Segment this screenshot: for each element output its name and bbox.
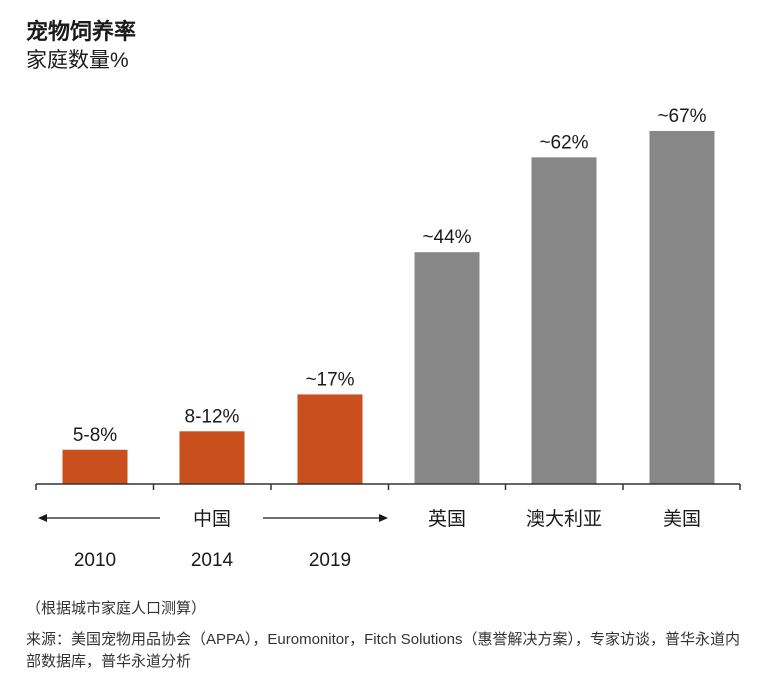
bar-2014 (179, 431, 245, 484)
tick-label-2014: 2014 (191, 550, 234, 571)
tick-label-澳大利亚: 澳大利亚 (526, 508, 602, 530)
bar-2019 (297, 394, 363, 484)
data-label-2014: 8-12% (185, 406, 240, 427)
chart-title: 宠物饲养率 (26, 19, 137, 44)
tick-label-美国: 美国 (663, 508, 701, 530)
data-label-2010: 5-8% (73, 425, 117, 446)
data-label-澳大利亚: ~62% (539, 132, 588, 153)
tick-label-英国: 英国 (428, 508, 466, 530)
tick-label-2019: 2019 (309, 550, 351, 571)
bar-chart: 5-8% 8-12% ~17% ~44% ~62% ~67% 中国 2010 2014 2019 英… (35, 106, 741, 571)
data-label-美国: ~67% (657, 106, 706, 127)
right-arrow-head (379, 514, 388, 522)
chart-subtitle: 家庭数量% (26, 49, 129, 72)
data-label-2019: ~17% (305, 369, 354, 390)
bar-澳大利亚 (531, 157, 597, 485)
source-note: 来源：美国宠物用品协会（APPA），Euromonitor，Fitch Solu… (26, 631, 740, 670)
tick-label-2010: 2010 (74, 550, 116, 571)
bar-英国 (414, 252, 480, 484)
left-arrow-head (38, 514, 47, 522)
bar-2010 (62, 449, 128, 484)
bar-美国 (649, 131, 715, 484)
data-label-英国: ~44% (422, 227, 471, 248)
group-label-china: 中国 (193, 508, 231, 530)
footnote: （根据城市家庭人口测算） (26, 600, 207, 617)
